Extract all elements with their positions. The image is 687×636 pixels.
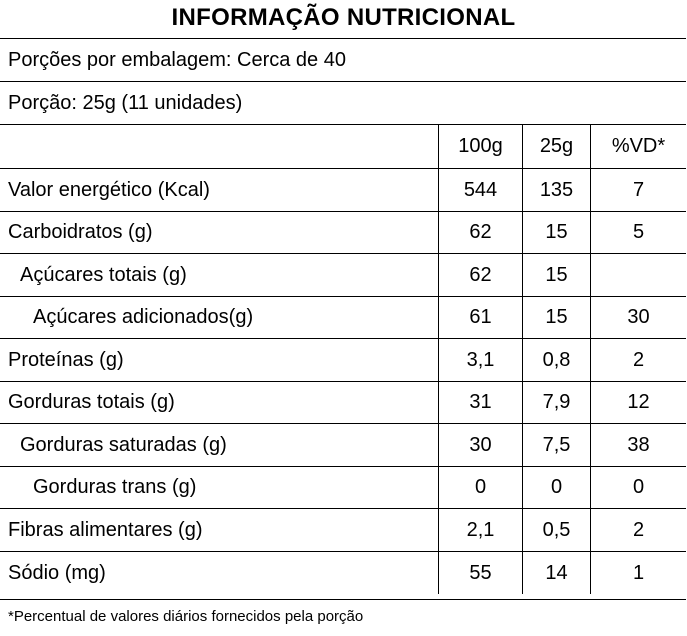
nutrient-name: Carboidratos (g) [8, 221, 153, 243]
column-header-daily-value: %VD* [590, 125, 686, 168]
footnote: *Percentual de valores diários fornecido… [8, 608, 364, 625]
value-per-100g: 2,1 [438, 509, 522, 551]
value-daily-value: 38 [590, 424, 686, 466]
table-row: Carboidratos (g) 62 15 5 [0, 212, 686, 254]
value-per-serving: 0,5 [522, 509, 590, 551]
nutrient-name: Fibras alimentares (g) [8, 518, 203, 541]
value-daily-value: 1 [590, 552, 686, 594]
value-per-serving: 0 [522, 467, 590, 508]
nutrient-name: Gorduras totais (g) [8, 391, 175, 413]
table-row: Gorduras trans (g) 0 0 0 [0, 467, 686, 509]
nutrient-name: Sódio (mg) [8, 561, 106, 584]
value-per-serving: 15 [522, 254, 590, 296]
nutrient-name: Gorduras trans (g) [33, 476, 197, 498]
servings-per-package: Porções por embalagem: Cerca de 40 [8, 49, 346, 71]
table-row: Gorduras saturadas (g) 30 7,5 38 [0, 424, 686, 467]
table-row: Gorduras totais (g) 31 7,9 12 [0, 382, 686, 424]
value-per-100g: 30 [438, 424, 522, 466]
value-per-100g: 55 [438, 552, 522, 594]
value-per-serving: 7,9 [522, 382, 590, 423]
value-per-serving: 135 [522, 169, 590, 211]
value-per-serving: 14 [522, 552, 590, 594]
table-row: Fibras alimentares (g) 2,1 0,5 2 [0, 509, 686, 552]
label-title: INFORMAÇÃO NUTRICIONAL [171, 4, 516, 31]
value-daily-value: 0 [590, 467, 686, 508]
value-per-serving: 15 [522, 297, 590, 338]
serving-size-row: Porção: 25g (11 unidades) [0, 82, 686, 125]
value-per-100g: 61 [438, 297, 522, 338]
value-per-100g: 62 [438, 212, 522, 253]
value-per-100g: 31 [438, 382, 522, 423]
value-per-serving: 7,5 [522, 424, 590, 466]
value-per-serving: 0,8 [522, 339, 590, 381]
table-row: Açúcares totais (g) 62 15 [0, 254, 686, 297]
nutrient-name: Proteínas (g) [8, 348, 124, 371]
value-daily-value: 30 [590, 297, 686, 338]
value-daily-value: 5 [590, 212, 686, 253]
table-row: Sódio (mg) 55 14 1 [0, 552, 686, 594]
servings-per-package-row: Porções por embalagem: Cerca de 40 [0, 39, 686, 82]
value-daily-value: 2 [590, 339, 686, 381]
table-row: Proteínas (g) 3,1 0,8 2 [0, 339, 686, 382]
nutrient-name: Açúcares totais (g) [20, 263, 187, 286]
nutrient-name: Açúcares adicionados(g) [33, 306, 254, 328]
column-header-row: 100g 25g %VD* [0, 125, 686, 169]
value-daily-value: 2 [590, 509, 686, 551]
value-per-100g: 0 [438, 467, 522, 508]
table-row: Valor energético (Kcal) 544 135 7 [0, 169, 686, 212]
table-row: Açúcares adicionados(g) 61 15 30 [0, 297, 686, 339]
value-daily-value [590, 254, 686, 296]
value-per-100g: 3,1 [438, 339, 522, 381]
column-header-serving: 25g [522, 125, 590, 168]
nutrient-name: Valor energético (Kcal) [8, 178, 210, 201]
value-daily-value: 7 [590, 169, 686, 211]
nutrient-name: Gorduras saturadas (g) [20, 433, 227, 456]
column-header-100g: 100g [438, 125, 522, 168]
value-per-100g: 62 [438, 254, 522, 296]
nutrition-facts-table: Porções por embalagem: Cerca de 40 Porçã… [0, 38, 686, 600]
value-daily-value: 12 [590, 382, 686, 423]
serving-size: Porção: 25g (11 unidades) [8, 92, 243, 114]
value-per-100g: 544 [438, 169, 522, 211]
value-per-serving: 15 [522, 212, 590, 253]
